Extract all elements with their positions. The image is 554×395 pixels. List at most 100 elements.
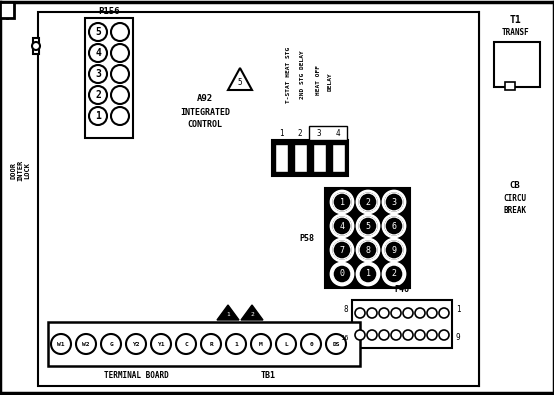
- Circle shape: [391, 330, 401, 340]
- Circle shape: [333, 241, 351, 259]
- Circle shape: [427, 308, 437, 318]
- Circle shape: [89, 44, 107, 62]
- Text: 16: 16: [340, 335, 348, 341]
- Circle shape: [331, 215, 353, 237]
- Text: 1: 1: [95, 111, 101, 121]
- Text: 9: 9: [392, 246, 397, 254]
- Text: 1: 1: [279, 128, 283, 137]
- Text: C: C: [184, 342, 188, 346]
- Text: 2: 2: [297, 128, 302, 137]
- Circle shape: [385, 217, 403, 235]
- Circle shape: [357, 215, 379, 237]
- Text: G: G: [109, 342, 113, 346]
- Bar: [33, 38, 39, 54]
- Circle shape: [111, 23, 129, 41]
- Circle shape: [427, 330, 437, 340]
- Circle shape: [403, 330, 413, 340]
- Circle shape: [415, 330, 425, 340]
- Circle shape: [332, 264, 352, 284]
- Circle shape: [111, 65, 129, 83]
- Text: 7: 7: [340, 246, 345, 254]
- Circle shape: [333, 193, 351, 211]
- Text: 2: 2: [250, 312, 254, 316]
- Text: L: L: [284, 342, 288, 346]
- Circle shape: [201, 334, 221, 354]
- Circle shape: [383, 263, 405, 285]
- Circle shape: [355, 330, 365, 340]
- Bar: [505, 82, 515, 90]
- Circle shape: [383, 191, 405, 213]
- Circle shape: [357, 263, 379, 285]
- Circle shape: [89, 65, 107, 83]
- Bar: [313, 144, 326, 172]
- Circle shape: [151, 334, 171, 354]
- Text: P46: P46: [394, 284, 409, 293]
- Circle shape: [383, 239, 405, 261]
- Text: 6: 6: [392, 222, 397, 231]
- Circle shape: [226, 334, 246, 354]
- Circle shape: [385, 241, 403, 259]
- Text: CB: CB: [510, 181, 520, 190]
- Circle shape: [357, 239, 379, 261]
- Bar: [0, 2, 14, 18]
- Text: INTEGRATED: INTEGRATED: [180, 107, 230, 117]
- Circle shape: [111, 44, 129, 62]
- Text: 8: 8: [366, 246, 371, 254]
- Circle shape: [359, 193, 377, 211]
- Text: 3: 3: [392, 198, 397, 207]
- Circle shape: [355, 308, 365, 318]
- Text: R: R: [209, 342, 213, 346]
- Circle shape: [111, 107, 129, 125]
- Circle shape: [358, 264, 378, 284]
- Text: 1: 1: [340, 198, 345, 207]
- Text: T-STAT HEAT STG: T-STAT HEAT STG: [285, 47, 290, 103]
- Bar: [332, 144, 345, 172]
- Text: DOOR
INTER
LOCK: DOOR INTER LOCK: [10, 159, 30, 181]
- Circle shape: [111, 86, 129, 104]
- Polygon shape: [241, 305, 263, 320]
- Text: W1: W1: [57, 342, 65, 346]
- Bar: [352, 300, 452, 348]
- Text: 9: 9: [456, 333, 460, 342]
- Text: 3: 3: [317, 128, 321, 137]
- Text: BREAK: BREAK: [504, 205, 526, 214]
- Text: T1: T1: [509, 15, 521, 25]
- Circle shape: [333, 265, 351, 283]
- Circle shape: [379, 308, 389, 318]
- Circle shape: [126, 334, 146, 354]
- Text: CIRCU: CIRCU: [504, 194, 526, 203]
- Text: 5: 5: [95, 27, 101, 37]
- Text: W2: W2: [82, 342, 90, 346]
- Text: 1: 1: [366, 269, 371, 278]
- Circle shape: [89, 23, 107, 41]
- Text: 1: 1: [456, 305, 460, 314]
- Circle shape: [359, 265, 377, 283]
- Circle shape: [367, 330, 377, 340]
- Text: TERMINAL BOARD: TERMINAL BOARD: [104, 372, 168, 380]
- Text: 4: 4: [340, 222, 345, 231]
- Text: A92: A92: [197, 94, 213, 102]
- Text: HEAT OFF: HEAT OFF: [315, 65, 321, 95]
- Text: 2: 2: [95, 90, 101, 100]
- Circle shape: [89, 107, 107, 125]
- Circle shape: [331, 239, 353, 261]
- Bar: [38, 12, 479, 386]
- Text: DS: DS: [332, 342, 340, 346]
- Circle shape: [176, 334, 196, 354]
- Circle shape: [101, 334, 121, 354]
- Bar: [494, 42, 540, 87]
- Circle shape: [415, 308, 425, 318]
- Text: Y2: Y2: [132, 342, 140, 346]
- Text: M: M: [259, 342, 263, 346]
- Circle shape: [326, 334, 346, 354]
- Text: 2ND STG DELAY: 2ND STG DELAY: [300, 51, 305, 100]
- Circle shape: [367, 308, 377, 318]
- Circle shape: [331, 263, 353, 285]
- Text: TRANSF: TRANSF: [501, 28, 529, 36]
- Circle shape: [384, 264, 404, 284]
- Circle shape: [76, 334, 96, 354]
- Circle shape: [333, 217, 351, 235]
- Circle shape: [357, 191, 379, 213]
- Circle shape: [379, 330, 389, 340]
- Circle shape: [385, 193, 403, 211]
